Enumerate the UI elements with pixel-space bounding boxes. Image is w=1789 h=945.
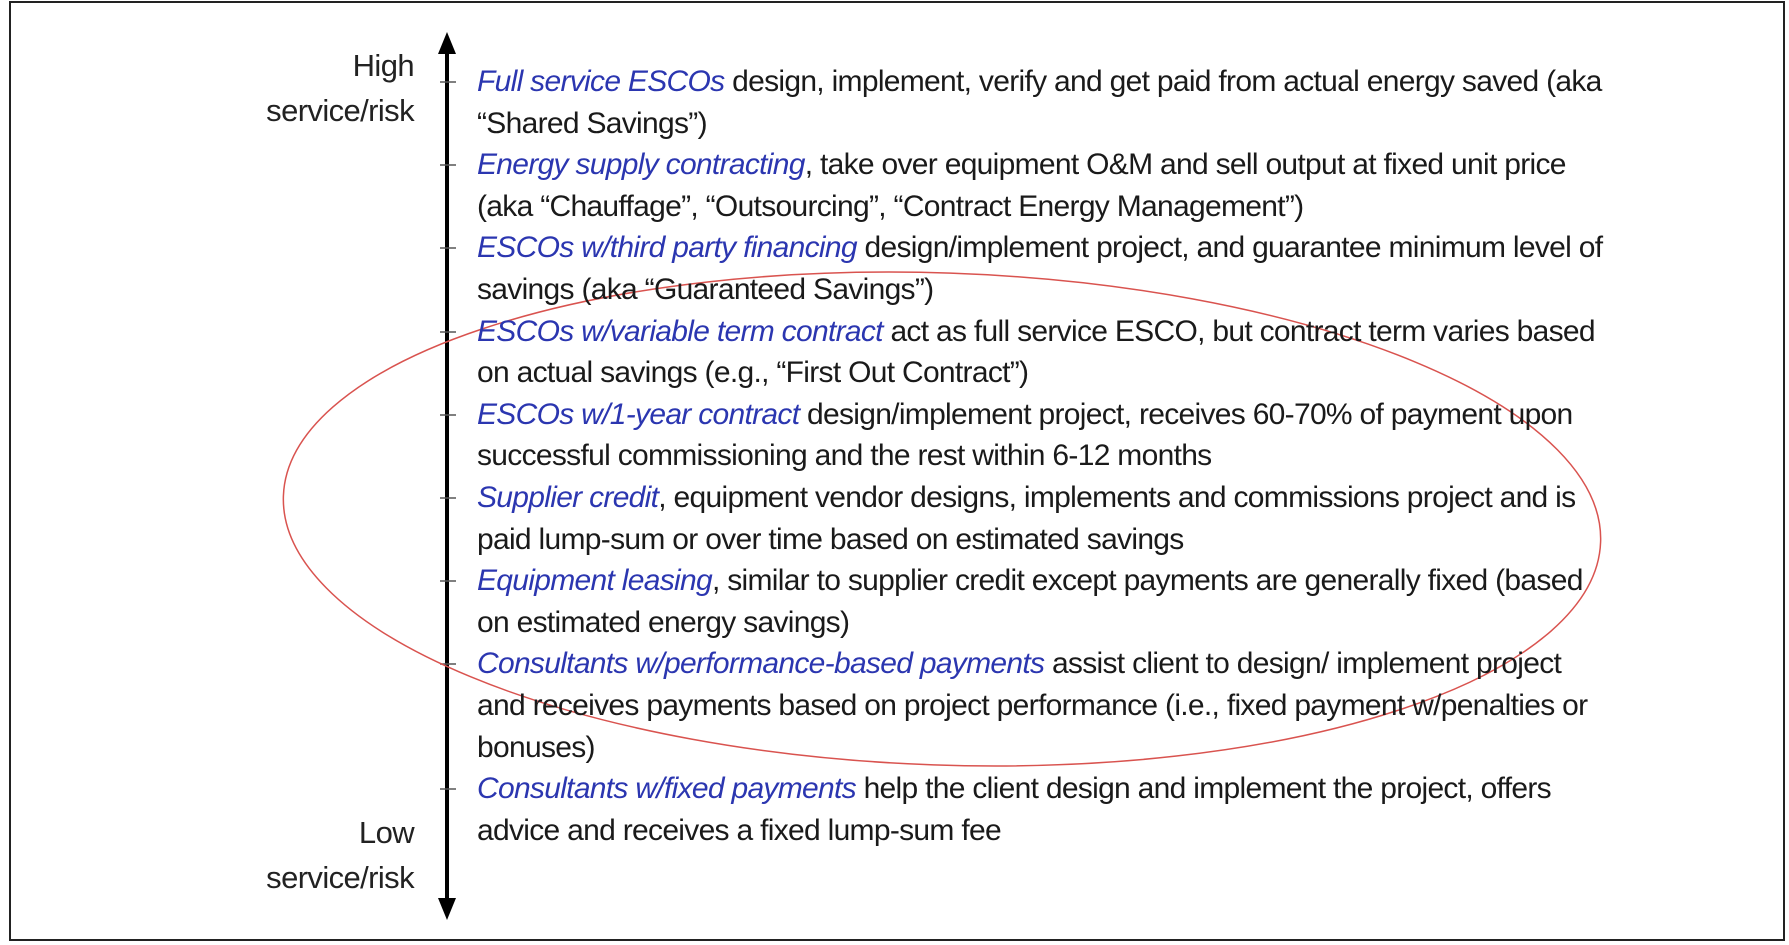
arrow-down [438,898,456,920]
item-text: , equipment vendor designs, implements a… [477,480,1576,556]
item: Energy supply contracting, take over equ… [477,144,1607,227]
item-text: design, implement, verify and get paid f… [477,65,1602,140]
item: Full service ESCOs design, implement, ve… [477,61,1607,144]
label-line: Low [358,815,415,850]
item-text: act as full service ESCO, but contract t… [477,314,1596,390]
item-text: design/implement project, and guarantee … [477,231,1603,306]
item: Consultants w/fixed payments help the cl… [477,768,1607,851]
item-lead: Consultants w/performance-based payments [477,647,1045,681]
item-list: Full service ESCOs design, implement, ve… [477,61,1607,851]
frame [9,1,1785,941]
item: ESCOs w/1-year contract design/implement… [477,394,1607,477]
label-line: High [352,48,415,83]
item-text: , take over equipment O&M and sell outpu… [477,148,1566,223]
item-lead: ESCOs w/third party financing [477,231,858,265]
item: Equipment leasing, similar to supplier c… [477,560,1607,643]
item-lead: Energy supply contracting [477,148,805,182]
highlight-ellipse [282,271,1602,767]
item-text: help the client design and implement the… [477,772,1552,847]
item-text: , similar to supplier credit except paym… [477,564,1583,639]
item-lead: Consultants w/fixed payments [477,772,857,806]
label-line: service/risk [266,93,414,128]
item: Consultants w/performance-based payments… [477,643,1607,768]
item: Supplier credit, equipment vendor design… [477,477,1607,560]
item-lead: Full service ESCOs [477,65,725,98]
item: ESCOs w/third party financing design/imp… [477,227,1607,310]
arrow-up [438,32,456,54]
item-text: design/implement project, receives 60-70… [477,397,1573,473]
high-label: High service/risk [266,43,414,133]
low-label: Low service/risk [266,810,414,900]
item-lead: ESCOs w/1-year contract [477,397,800,431]
label-line: service/risk [266,860,414,895]
item-text: assist client to design/ implement proje… [477,647,1588,764]
item-lead: ESCOs w/variable term contract [477,314,884,348]
item-lead: Equipment leasing [477,564,713,598]
item: ESCOs w/variable term contract act as fu… [477,311,1607,394]
item-lead: Supplier credit [477,480,659,514]
